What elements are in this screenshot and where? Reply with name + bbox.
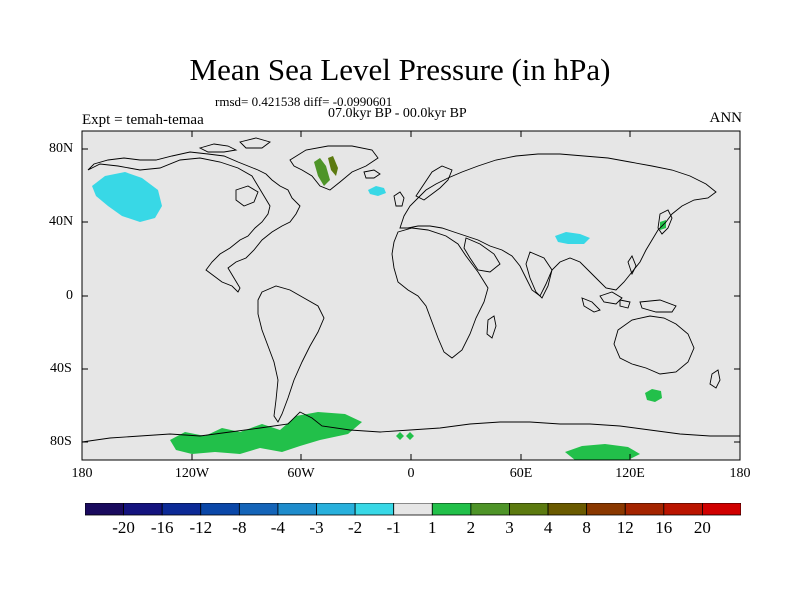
greenland-anomaly-patch-2	[328, 156, 338, 176]
y-tick-label: 80N	[49, 141, 74, 156]
small-anomaly-patch	[396, 432, 404, 440]
borneo-coast	[599, 291, 623, 305]
north-pacific-anomaly-patch	[92, 172, 162, 222]
colorbar-swatch	[431, 503, 472, 516]
scandinavia-coast	[415, 165, 453, 201]
greenland-coast	[289, 145, 379, 191]
southern-ocean-anomaly-patch	[645, 389, 662, 402]
colorbar-label: 3	[505, 518, 514, 537]
japan-coast	[657, 209, 673, 235]
y-tick-label: 80S	[50, 434, 72, 449]
colorbar-label: 12	[616, 518, 634, 537]
tibet-anomaly-patch	[555, 232, 590, 244]
map-background	[82, 131, 740, 460]
greenland-anomaly-patch	[314, 158, 330, 186]
philippines-coast	[627, 255, 637, 276]
britain-coast	[393, 191, 405, 207]
colorbar-swatch	[663, 503, 703, 516]
east-antarctic-anomaly-patch	[565, 444, 640, 460]
colorbar-swatch	[393, 503, 433, 516]
colorbar-swatch	[702, 503, 741, 516]
north-atlantic-anomaly-patch	[368, 186, 386, 196]
arabia-coast	[463, 237, 501, 273]
x-tick-label: 0	[407, 466, 415, 481]
india-coast	[525, 251, 553, 299]
x-tick-label: 180	[729, 466, 751, 481]
colorbar-label: 16	[655, 518, 673, 537]
experiment-label: Expt = temah-temaa	[82, 112, 204, 128]
colorbar-swatch	[316, 503, 356, 516]
arctic-island-coast	[198, 143, 238, 153]
new-zealand-coast	[709, 369, 721, 389]
sulawesi-coast	[619, 299, 631, 309]
colorbar-label: -3	[309, 518, 324, 537]
colorbar-label: -4	[270, 518, 285, 537]
colorbar-swatch	[123, 503, 163, 516]
colorbar-label: 4	[543, 518, 553, 537]
colorbar-label: 1	[428, 518, 437, 537]
antarctica-coast	[82, 411, 740, 443]
colorbar-swatch	[200, 503, 240, 516]
north-america-coast	[87, 151, 301, 293]
australia-coast	[613, 315, 695, 375]
x-tick-label: 120E	[615, 466, 645, 481]
time-period-label: 07.0kyr BP - 00.0kyr BP	[328, 106, 467, 121]
x-tick-label: 120W	[174, 466, 210, 481]
y-tick-label: 0	[66, 288, 73, 303]
colorbar-swatch	[277, 503, 317, 516]
colorbar	[85, 503, 741, 516]
x-tick-label: 180	[71, 466, 93, 481]
new-guinea-coast	[639, 299, 677, 313]
colorbar-label: 8	[582, 518, 591, 537]
hudson-bay-coast	[235, 185, 259, 207]
colorbar-label: 2	[466, 518, 476, 537]
rmsd-diff-stats: rmsd= 0.421538 diff= -0.0990601	[215, 94, 393, 109]
colorbar-swatch	[470, 503, 510, 516]
colorbar-label: -20	[112, 518, 135, 537]
x-tick-label: 60E	[509, 466, 533, 481]
colorbar-swatch	[354, 503, 395, 516]
colorbar-label: -12	[189, 518, 213, 537]
arctic-island-coast-2	[239, 137, 271, 149]
colorbar-swatch	[509, 503, 549, 516]
colorbar-label: -8	[232, 518, 247, 537]
colorbar-label: -16	[150, 518, 174, 537]
sumatra-coast	[581, 297, 601, 313]
colorbar-swatch	[238, 503, 279, 516]
coastlines	[82, 137, 740, 443]
y-tick-label: 40N	[49, 214, 74, 229]
south-america-coast	[257, 285, 325, 423]
madagascar-coast	[486, 315, 497, 339]
axis-ticks	[81, 131, 741, 460]
colorbar-label: -1	[386, 518, 401, 537]
y-tick-label: 40S	[50, 361, 72, 376]
antarctic-anomaly-patch	[170, 412, 362, 454]
colorbar-label: -2	[348, 518, 363, 537]
map-title: Mean Sea Level Pressure (in hPa)	[189, 52, 611, 87]
colorbar-label: 20	[693, 518, 711, 537]
colorbar-swatch	[624, 503, 665, 516]
small-anomaly-patch-2	[406, 432, 414, 440]
x-tick-label: 60W	[287, 466, 315, 481]
iceland-coast	[363, 169, 381, 179]
eurasia-coast	[399, 153, 717, 297]
colorbar-swatch	[586, 503, 626, 516]
colorbar-swatch	[161, 503, 202, 516]
africa-coast	[391, 227, 489, 359]
colorbar-swatch	[547, 503, 588, 516]
colorbar-swatch	[85, 503, 124, 516]
anomaly-layer	[92, 156, 666, 460]
season-label: ANN	[709, 110, 743, 126]
